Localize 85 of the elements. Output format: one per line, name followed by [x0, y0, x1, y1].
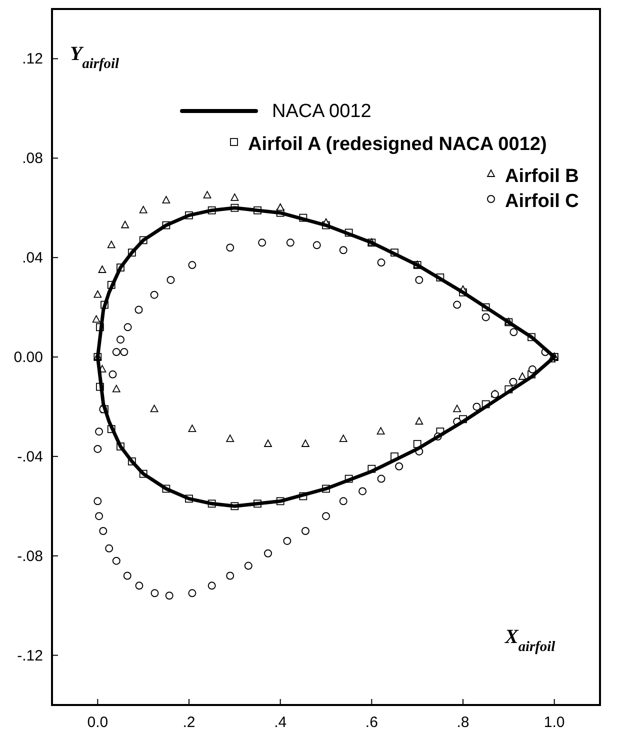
point: [123, 572, 132, 580]
legend-label: Airfoil A (redesigned NACA 0012): [248, 134, 547, 155]
point: [230, 193, 239, 201]
point: [518, 372, 526, 380]
point: [135, 582, 144, 590]
point: [203, 190, 212, 198]
point: [162, 196, 170, 204]
point: [92, 315, 100, 323]
point: [276, 203, 284, 211]
y-tick-label: 0.00: [14, 349, 43, 366]
point: [244, 562, 252, 570]
point: [415, 417, 424, 425]
point: [107, 240, 116, 248]
legend-label: Airfoil B: [505, 166, 579, 187]
legend-label: Airfoil C: [505, 191, 580, 212]
point: [166, 276, 175, 284]
point: [108, 370, 117, 378]
point: [150, 404, 158, 412]
point: [95, 428, 104, 436]
x-tick-label: .2: [182, 714, 196, 731]
point: [165, 592, 174, 600]
point: [283, 536, 292, 545]
point: [150, 589, 159, 598]
point: [322, 512, 330, 520]
point: [134, 306, 143, 314]
point: [358, 487, 367, 496]
point: [95, 512, 104, 520]
point: [98, 266, 106, 273]
point: [94, 290, 102, 298]
point: [124, 323, 132, 332]
y-axis-title: Y$_{airfoil}$: [70, 43, 119, 72]
point: [94, 497, 102, 506]
point: [116, 336, 124, 344]
y-tick-label: .08: [22, 150, 43, 168]
point: [264, 440, 272, 447]
point: [301, 527, 310, 535]
y-tick-label: .12: [22, 50, 43, 68]
point: [377, 474, 386, 483]
point: [112, 556, 120, 565]
point: [509, 378, 518, 386]
point: [120, 348, 128, 356]
point: [528, 365, 536, 374]
point: [339, 497, 348, 506]
point: [139, 206, 148, 214]
x-tick-label: 1.0: [544, 714, 565, 731]
point: [472, 402, 481, 411]
point: [150, 290, 158, 299]
x-axis-title: X$_{airfoil}$: [504, 626, 556, 655]
point: [99, 527, 108, 535]
point: [286, 238, 294, 247]
point: [415, 276, 424, 284]
point: [226, 572, 234, 580]
point: [94, 444, 102, 453]
y-tick-label: -.04: [17, 448, 43, 466]
point: [302, 440, 310, 447]
point: [105, 544, 114, 552]
x-tick-label: 0.0: [87, 714, 108, 731]
point: [482, 313, 490, 322]
point: [208, 582, 216, 590]
legend-label: NACA 0012: [272, 101, 372, 122]
point: [226, 244, 234, 252]
point: [188, 261, 196, 270]
point: [258, 238, 266, 247]
point: [453, 300, 462, 309]
y-tick-label: .04: [22, 250, 43, 267]
point: [264, 549, 272, 558]
point: [121, 220, 130, 228]
point: [112, 348, 120, 356]
point: [395, 462, 404, 470]
x-tick-label: .4: [274, 714, 287, 731]
point: [188, 589, 196, 598]
y-tick-label: -.08: [17, 548, 43, 565]
point: [510, 328, 518, 336]
x-tick-label: .6: [365, 714, 378, 731]
point: [226, 434, 234, 442]
point: [339, 434, 348, 442]
point: [112, 384, 120, 392]
point: [377, 258, 386, 267]
y-tick-label: -.12: [17, 647, 43, 664]
point: [339, 246, 348, 254]
point: [453, 404, 462, 412]
x-tick-label: .8: [456, 714, 470, 731]
point: [376, 427, 385, 435]
point: [312, 241, 321, 250]
point: [188, 424, 196, 432]
